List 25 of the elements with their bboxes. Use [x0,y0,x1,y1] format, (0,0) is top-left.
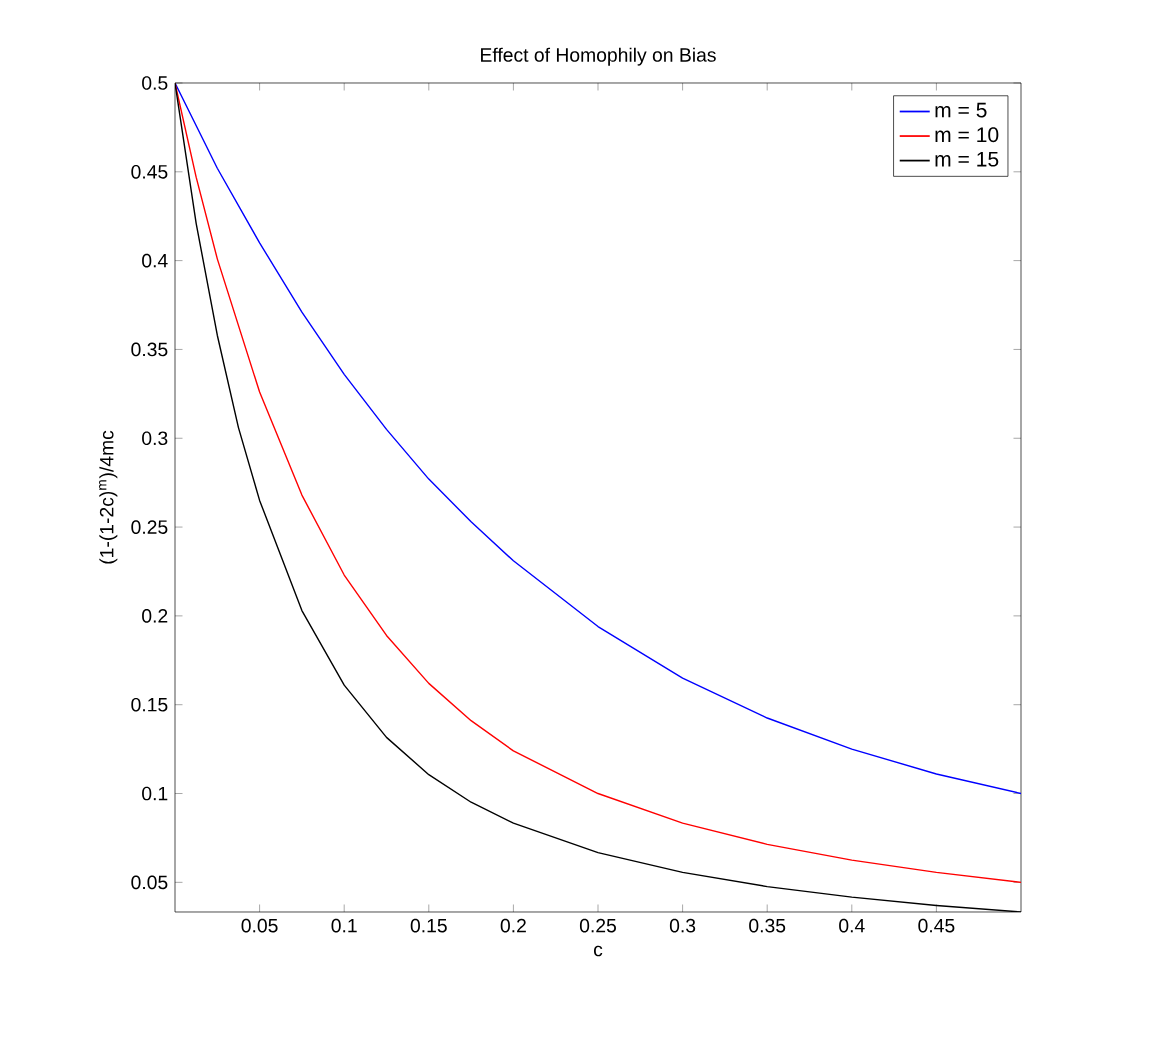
y-tick-label: 0.15 [131,697,168,712]
y-tick-label: 0.4 [142,253,168,268]
x-tick-label: 0.45 [918,918,955,933]
x-tick-label: 0.1 [331,918,357,933]
y-axis-title: (1-(1-2c)$^{m}$)/4mc [99,430,118,564]
x-tick-label: 0.05 [241,918,278,933]
legend-label: m = 5 [935,102,987,118]
x-tick-label: 0.3 [669,918,696,933]
y-tick-label: 0.1 [142,786,168,801]
x-tick-label: 0.4 [839,918,865,933]
x-tick-label: 0.25 [579,918,616,933]
chart-title: Effect of Homophily on Bias [481,47,716,66]
y-tick-label: 0.05 [131,875,168,890]
y-tick-label: 0.2 [142,609,168,623]
x-tick-label: 0.35 [749,918,786,933]
y-tick-label: 0.5 [142,76,168,90]
x-axis-title: c [594,945,603,957]
y-tick-label: 0.3 [142,431,168,446]
legend-label: m = 15 [935,151,999,167]
legend-label: m = 10 [935,127,999,143]
x-tick-label: 0.15 [410,918,447,933]
y-tick-label: 0.25 [131,520,168,534]
y-tick-label: 0.45 [131,164,168,179]
x-tick-label: 0.2 [500,918,526,933]
y-tick-label: 0.35 [131,342,168,357]
